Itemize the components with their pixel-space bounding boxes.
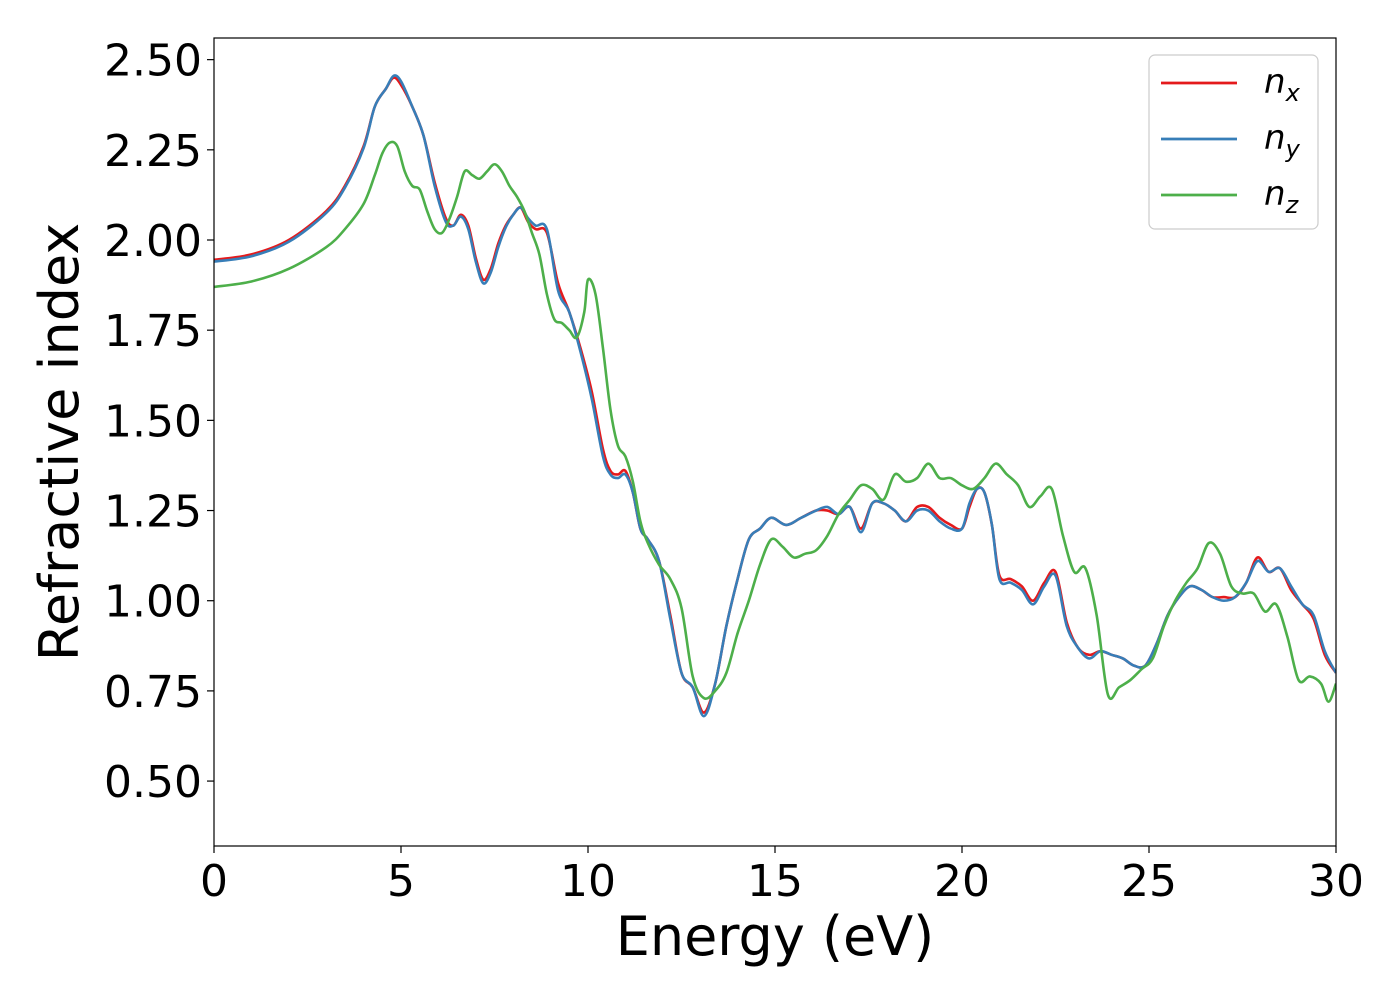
legend-label-base: n	[1264, 174, 1286, 214]
x-tick-label: 0	[200, 856, 228, 907]
legend-label-x: nx	[1264, 62, 1301, 107]
legend-label-base: n	[1264, 62, 1286, 102]
y-tick-label: 1.75	[104, 306, 202, 357]
y-tick-label: 1.00	[104, 577, 202, 628]
legend-label-subscript: y	[1285, 135, 1301, 163]
series-line-y	[214, 74, 1336, 718]
y-tick-label: 0.50	[104, 757, 202, 808]
y-tick-label: 2.50	[104, 36, 202, 87]
x-tick-label: 20	[934, 856, 990, 907]
legend-label-base: n	[1264, 118, 1286, 158]
x-tick-label: 25	[1121, 856, 1177, 907]
x-axis-title: Energy (eV)	[616, 905, 935, 968]
y-axis: 0.50 0.75 1.00 1.25 1.50 1.75 2.00 2.25 2.50	[104, 36, 214, 808]
y-tick-label: 1.50	[104, 396, 202, 447]
y-tick-label: 2.25	[104, 126, 202, 177]
y-axis-title: Refractive index	[28, 223, 91, 662]
x-axis: 0 5 10 15 20 25 30	[200, 846, 1364, 907]
x-tick-label: 15	[747, 856, 803, 907]
legend-label-subscript: z	[1285, 191, 1300, 219]
y-tick-label: 2.00	[104, 216, 202, 267]
x-tick-label: 30	[1308, 856, 1364, 907]
x-tick-label: 10	[560, 856, 616, 907]
y-tick-label: 1.25	[104, 487, 202, 538]
series-layer	[214, 74, 1336, 718]
series-line-z	[214, 140, 1336, 704]
legend-label-y: ny	[1264, 118, 1301, 163]
legend-label-z: nz	[1264, 174, 1300, 219]
legend-label-subscript: x	[1285, 79, 1301, 107]
legend-box	[1148, 54, 1319, 230]
x-tick-label: 5	[387, 856, 415, 907]
y-tick-label: 0.75	[104, 667, 202, 718]
